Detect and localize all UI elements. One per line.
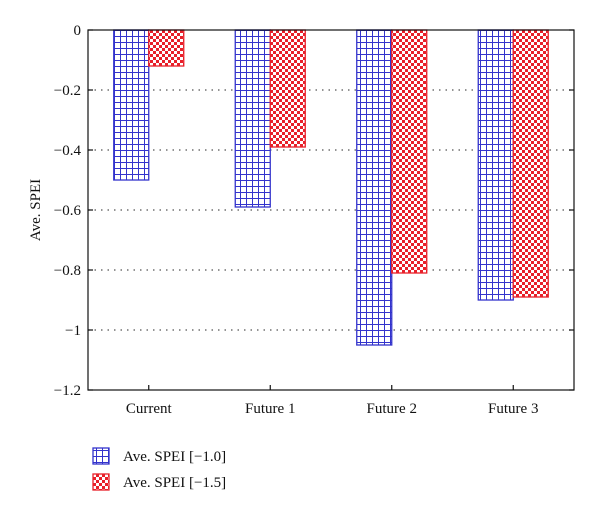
y-tick-label: −0.8 <box>54 263 81 279</box>
bar-spei-1-5-1 <box>148 29 185 67</box>
bar-spei-1-0-2 <box>234 29 271 208</box>
x-axis-ticks: Current Future 1 Future 2 Future 3 <box>126 385 538 417</box>
x-tick-label: Future 3 <box>488 401 538 417</box>
y-tick-label: 0 <box>74 23 82 39</box>
y-tick-label: −1 <box>65 323 81 339</box>
bar-spei-1-5-2 <box>269 29 306 148</box>
y-tick-label: −0.6 <box>54 203 82 219</box>
bar-spei-1-0-3 <box>356 29 393 346</box>
bar-spei-1-0-4 <box>477 29 514 301</box>
legend-swatch <box>92 473 110 491</box>
y-axis-ticks: 0 −0.2 −0.4 −0.6 −0.8 −1 −1.2 <box>54 23 574 399</box>
bar-spei-1-5-3 <box>391 29 428 274</box>
legend-swatch <box>92 447 110 465</box>
bar-spei-1-5-4 <box>512 29 549 298</box>
x-tick-label: Future 1 <box>245 401 295 417</box>
y-tick-label: −0.4 <box>54 143 82 159</box>
bars <box>113 29 549 346</box>
legend-label: Ave. SPEI [−1.5] <box>123 475 226 491</box>
y-axis-label: Ave. SPEI <box>28 179 44 241</box>
x-tick-label: Future 2 <box>367 401 417 417</box>
bar-spei-1-0-1 <box>113 29 150 181</box>
legend: Ave. SPEI [−1.0] Ave. SPEI [−1.5] <box>92 447 226 491</box>
x-tick-label: Current <box>126 401 173 417</box>
y-tick-label: −1.2 <box>54 383 81 399</box>
y-tick-label: −0.2 <box>54 83 81 99</box>
legend-label: Ave. SPEI [−1.0] <box>123 449 226 465</box>
